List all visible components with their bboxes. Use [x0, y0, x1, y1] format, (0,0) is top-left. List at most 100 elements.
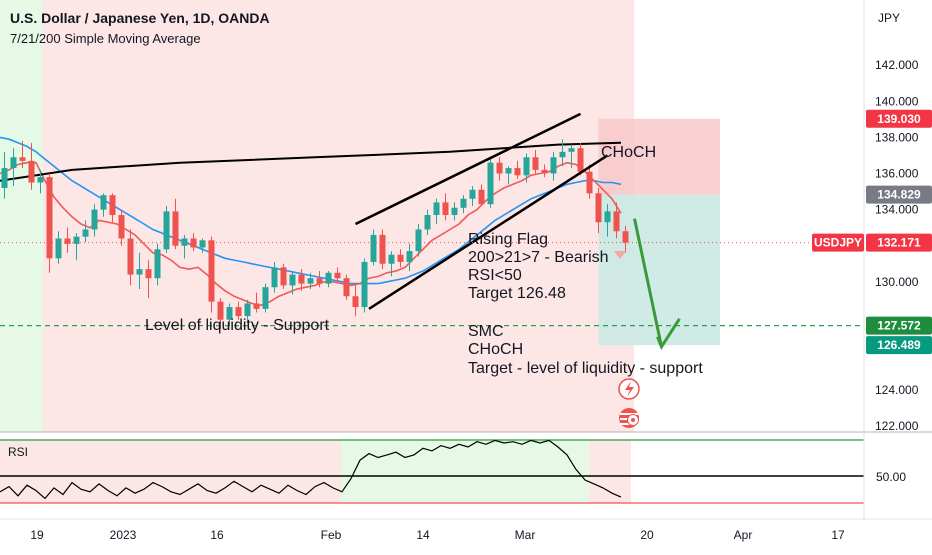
candle-body [217, 301, 224, 320]
rsi-bearish-zone-2 [589, 440, 631, 503]
time-tick-label: 17 [831, 528, 845, 542]
candle [370, 229, 377, 266]
analysis-notes: Rising Flag 200>21>7 - Bearish RSI<50 Ta… [468, 231, 609, 302]
candle-body [487, 162, 494, 205]
time-tick-label: Mar [515, 528, 536, 542]
candle [559, 139, 566, 167]
candle [199, 238, 206, 253]
flag-upper-line [354, 112, 582, 226]
candle [307, 272, 314, 290]
time-tick-label: Feb [321, 528, 342, 542]
candle [343, 274, 350, 300]
symbol-label: USDJPY [812, 233, 864, 252]
candle-body [172, 211, 179, 246]
liquidity-support-label: Level of liquidity - Support [145, 317, 330, 334]
drawings [0, 112, 864, 351]
time-tick-label: 2023 [110, 528, 137, 542]
candle-body [334, 272, 341, 279]
entry-price-label-bg [866, 185, 932, 204]
candle [217, 298, 224, 329]
candle-body [100, 195, 107, 210]
candle-body [64, 238, 71, 244]
candle [622, 225, 629, 253]
rsi-pane [0, 431, 932, 504]
candle [496, 157, 503, 181]
price-tick-label: 140.000 [875, 94, 919, 108]
candle [334, 267, 341, 282]
candle-body [559, 151, 566, 158]
symbol-label-text: USDJPY [814, 236, 862, 250]
rsi-bearish-zone [0, 440, 341, 503]
candle [82, 220, 89, 243]
candle-body [478, 189, 485, 205]
candle [577, 142, 584, 176]
price-tick-label: 130.000 [875, 275, 919, 289]
candle-body [442, 202, 449, 216]
time-tick-label: 16 [210, 528, 224, 542]
candle-body [343, 278, 350, 297]
chart-title: U.S. Dollar / Japanese Yen, 1D, OANDA [10, 10, 270, 26]
choch-label: CHoCH [601, 144, 656, 161]
entry-price-label: 134.829 [866, 185, 932, 204]
candle-body [406, 251, 413, 262]
candle-body [388, 254, 395, 264]
candle [595, 187, 602, 234]
candle [433, 198, 440, 225]
bullish-zone [0, 0, 43, 432]
candle [415, 224, 422, 257]
candle [10, 148, 17, 187]
candle-body [613, 211, 620, 232]
candle-body [550, 157, 557, 174]
candle [406, 243, 413, 271]
candle [604, 204, 611, 237]
candle [64, 227, 71, 253]
candle-body [208, 240, 215, 302]
candle [532, 150, 539, 174]
last-price-label: 132.171 [866, 233, 932, 252]
price-tick-label: 122.000 [875, 419, 919, 433]
candle-body [604, 211, 611, 223]
rsi-50-tick: 50.00 [876, 470, 906, 484]
symbol-label-bg [812, 233, 864, 252]
candle [145, 260, 152, 299]
candle-body [127, 238, 134, 275]
candle [100, 193, 107, 217]
candle-body [469, 189, 476, 199]
candle-body [82, 229, 89, 237]
candle [172, 198, 179, 250]
candle-body [352, 296, 359, 308]
stop-price-label-text: 139.030 [877, 112, 921, 126]
candle-body [28, 160, 35, 183]
candle [523, 153, 530, 183]
sma200-line [0, 141, 622, 182]
candle [19, 141, 26, 169]
candle [136, 252, 143, 290]
candle [190, 233, 197, 252]
candle-body [19, 157, 26, 161]
time-tick-label: 19 [30, 528, 44, 542]
candle-body [244, 303, 251, 317]
candle-body [586, 171, 593, 194]
candle [1, 151, 8, 199]
candle [316, 270, 323, 288]
price-tick-label: 138.000 [875, 130, 919, 144]
us-flag-icon[interactable] [619, 408, 639, 428]
target-price-label-text: 126.489 [877, 338, 921, 352]
candle [541, 164, 548, 178]
candle [181, 234, 188, 259]
candle-body [325, 272, 332, 284]
currency-label: JPY [878, 11, 900, 25]
candle [253, 292, 260, 313]
time-tick-label: 14 [416, 528, 430, 542]
last-price-label-bg [866, 233, 932, 252]
flash-icon[interactable] [618, 378, 640, 400]
candle-body [379, 234, 386, 264]
candle-body [532, 157, 539, 170]
candle [163, 205, 170, 253]
candle-body [109, 195, 116, 216]
candle [586, 164, 593, 199]
stop-loss-zone [598, 118, 720, 195]
time-tick-label: 20 [640, 528, 654, 542]
smc-notes: SMC CHoCH Target - level of liquidity - … [468, 323, 703, 377]
